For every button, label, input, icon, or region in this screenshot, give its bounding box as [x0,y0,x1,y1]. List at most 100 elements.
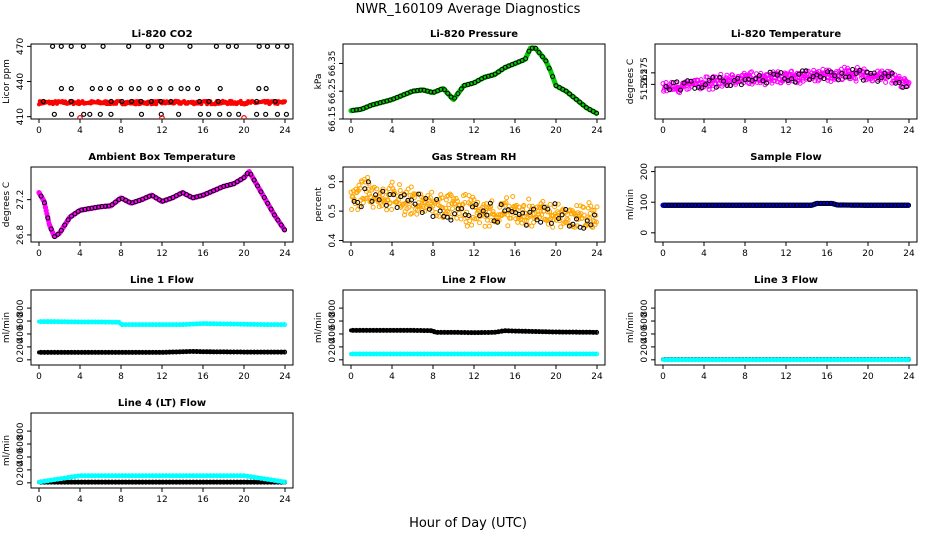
data-point [468,330,474,336]
data-point [506,351,512,357]
data-point [560,351,566,357]
data-point [583,329,589,335]
data-point [106,473,112,479]
data-point [143,322,149,328]
data-point [357,351,363,357]
x-tick-label: 12 [780,126,791,136]
data-point [801,202,807,208]
data-point [365,174,371,180]
data-point [129,479,135,485]
x-tick-label: 20 [550,126,562,136]
data-point [387,327,393,333]
data-point [197,473,203,479]
data-point [689,202,695,208]
x-tick-label: 4 [389,372,395,382]
data-point [282,322,288,328]
data-point [437,208,443,214]
x-tick-label: 0 [348,126,354,136]
x-tick-label: 4 [701,249,707,259]
data-point [832,73,838,79]
data-point [424,328,430,334]
data-point [156,473,162,479]
data-point [183,479,189,485]
data-point [814,200,820,206]
y-axis-label: ml/min [626,312,636,343]
data-point [486,223,492,229]
data-point [226,111,232,117]
data-point [879,202,885,208]
data-point [82,349,88,355]
data-point [414,327,420,333]
data-point [418,87,424,93]
data-point [401,327,407,333]
data-point [38,193,44,199]
data-point [753,76,759,82]
data-point [543,351,549,357]
data-point [380,186,386,192]
data-point [167,479,173,485]
data-point [225,44,232,49]
y-tick-label: 800 [16,422,26,439]
data-point [227,479,233,485]
data-point [109,479,115,485]
data-point [167,473,173,479]
data-point [268,477,274,483]
data-point [502,351,508,357]
data-point [148,98,154,105]
data-point [349,206,355,212]
data-point [389,179,395,185]
y-tick-label: 440 [16,73,26,90]
data-point [173,473,179,479]
data-point [760,202,766,208]
data-point [512,351,518,357]
data-point [455,351,461,357]
data-point [68,319,74,325]
data-point [119,473,125,479]
data-point [838,357,844,363]
x-tick-label: 24 [591,126,603,136]
data-point [797,202,803,208]
data-point [872,357,878,363]
data-point [767,357,773,363]
data-point [835,202,841,208]
data-point [692,202,698,208]
data-point [140,349,146,355]
data-point [227,473,233,479]
data-point [784,357,790,363]
data-point [206,98,212,105]
data-point [87,111,93,117]
data-point [448,217,454,223]
data-point [484,212,490,218]
data-point [672,357,678,363]
data-point [153,479,159,485]
data-point [248,349,254,355]
data-point [560,206,566,212]
data-point [119,322,125,328]
data-point [841,202,847,208]
data-point [241,321,247,327]
data-point [217,349,223,355]
data-point [350,107,356,113]
data-point [860,77,866,83]
data-point [136,85,142,92]
data-point [872,202,878,208]
data-point [717,74,723,80]
data-point [217,111,223,117]
data-point [526,203,532,209]
data-point [109,473,115,479]
data-point [845,202,851,208]
data-point [408,327,414,333]
data-point [265,322,271,328]
data-point [689,357,695,363]
data-point [143,479,149,485]
data-point [563,88,569,94]
data-point [187,479,193,485]
data-point [665,202,671,208]
data-point [406,204,412,210]
x-tick-label: 12 [156,495,167,505]
data-point [416,191,422,197]
data-point [437,196,443,202]
data-point [136,349,142,355]
data-point [414,211,420,217]
